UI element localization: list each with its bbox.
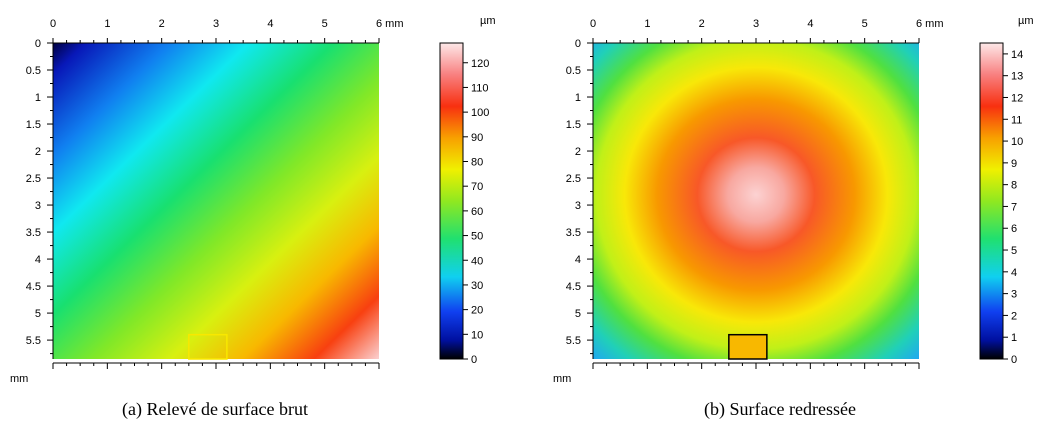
y-tick-label: 2 <box>575 146 581 158</box>
colorbar-tick-label: 5 <box>1011 245 1017 257</box>
y-tick-label: 4 <box>35 254 41 266</box>
colorbar-tick-label: 30 <box>471 280 483 292</box>
colorbar-tick-label: 110 <box>471 82 489 94</box>
y-tick-label: 1 <box>575 92 581 104</box>
y-tick-label: 2.5 <box>26 173 41 185</box>
x-tick-label: 2 <box>159 18 165 30</box>
y-tick-label: 3.5 <box>26 227 41 239</box>
colorbar-tick-label: 8 <box>1011 180 1017 192</box>
x-tick-label: 2 <box>699 18 705 30</box>
colorbar-tick-label: 7 <box>1011 201 1017 213</box>
colorbar-unit-a: µm <box>480 15 496 27</box>
y-tick-label: 0.5 <box>26 65 41 77</box>
colorbar-tick-label: 120 <box>471 58 489 70</box>
colorbar-tick-label: 50 <box>471 231 483 243</box>
x-tick-label: 1 <box>644 18 650 30</box>
y-tick-label: 0 <box>575 38 581 50</box>
colorbar-a <box>439 42 464 360</box>
y-tick-label: 3.5 <box>566 227 581 239</box>
y-tick-label: 2.5 <box>566 173 581 185</box>
y-tick-label: 3 <box>35 200 41 212</box>
caption-a: (a) Relevé de surface brut <box>122 399 308 420</box>
y-tick-label: 0 <box>35 38 41 50</box>
y-tick-label: 3 <box>575 200 581 212</box>
colorbar-tick-label: 13 <box>1011 71 1023 83</box>
x-tick-label: 0 <box>50 18 56 30</box>
y-tick-label: 4.5 <box>566 281 581 293</box>
colorbar-tick-label: 12 <box>1011 92 1023 104</box>
colorbar-tick-label: 20 <box>471 305 483 317</box>
colorbar-tick-label: 11 <box>1011 114 1022 126</box>
x-tick-label: 0 <box>590 18 596 30</box>
y-tick-label: 5.5 <box>26 335 41 347</box>
colorbar-tick-label: 10 <box>1011 136 1023 148</box>
y-tick-label: 5 <box>575 308 581 320</box>
caption-b: (b) Surface redressée <box>704 399 856 420</box>
colorbar-unit-b: µm <box>1018 15 1034 27</box>
colorbar-tick-label: 100 <box>471 107 489 119</box>
y-tick-label: 0.5 <box>566 65 581 77</box>
x-tick-label: 5 <box>322 18 328 30</box>
surface-map-b <box>593 43 919 359</box>
y-tick-label: 1.5 <box>26 119 41 131</box>
x-tick-label: 3 <box>753 18 759 30</box>
marked-region-b <box>728 333 768 360</box>
colorbar-tick-label: 9 <box>1011 158 1017 170</box>
colorbar-tick-label: 4 <box>1011 267 1017 279</box>
colorbar-tick-label: 80 <box>471 157 483 169</box>
colorbar-tick-label: 90 <box>471 132 483 144</box>
colorbar-tick-label: 3 <box>1011 289 1017 301</box>
surface-map-a <box>53 43 379 359</box>
panel-a: µm (a) Relevé de surface brut mm 0 1 2 3 4 5 6… <box>10 15 496 420</box>
colorbar-tick-label: 60 <box>471 206 483 218</box>
x-tick-label: 4 <box>267 18 273 30</box>
y-tick-label: 5 <box>35 308 41 320</box>
colorbar-tick-label: 2 <box>1011 310 1017 322</box>
x-tick-label: 6 mm <box>916 18 944 30</box>
y-tick-label: 4 <box>575 254 581 266</box>
y-tick-label: 4.5 <box>26 281 41 293</box>
x-tick-label: 1 <box>104 18 110 30</box>
y-tick-label: 2 <box>35 146 41 158</box>
colorbar-tick-label: 1 <box>1011 332 1017 344</box>
x-tick-label: 6 mm <box>376 18 404 30</box>
colorbar-tick-label: 70 <box>471 181 483 193</box>
colorbar-tick-label: 0 <box>1011 354 1017 366</box>
y-tick-label: 1.5 <box>566 119 581 131</box>
y-tick-label: 1 <box>35 92 41 104</box>
y-tick-label: 5.5 <box>566 335 581 347</box>
colorbar-tick-label: 14 <box>1011 49 1023 61</box>
y-unit-a: mm <box>10 373 28 385</box>
colorbar-tick-label: 6 <box>1011 223 1017 235</box>
y-unit-b: mm <box>553 373 571 385</box>
colorbar-tick-label: 40 <box>471 255 483 267</box>
colorbar-b <box>979 42 1004 360</box>
marked-region-a <box>188 333 228 360</box>
x-tick-label: 5 <box>862 18 868 30</box>
x-tick-label: 3 <box>213 18 219 30</box>
x-tick-label: 4 <box>807 18 813 30</box>
colorbar-tick-label: 10 <box>471 329 483 341</box>
colorbar-tick-label: 0 <box>471 354 477 366</box>
